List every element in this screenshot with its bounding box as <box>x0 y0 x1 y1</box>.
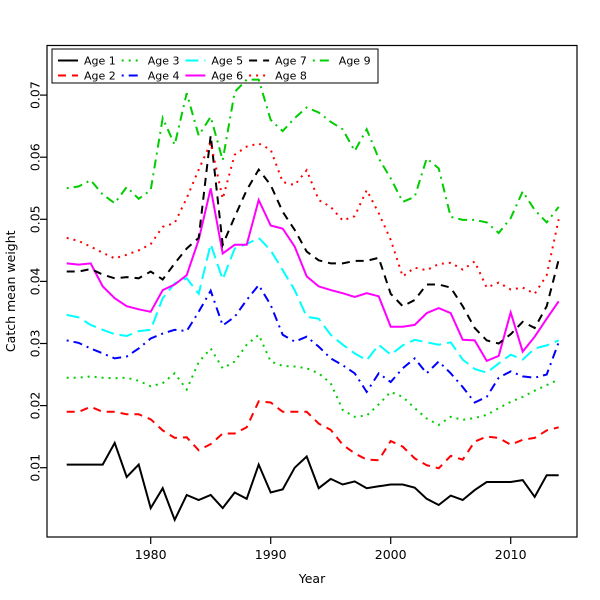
legend-item-age-5: Age 5 <box>185 55 243 68</box>
series-line-age-4 <box>66 283 560 404</box>
y-tick-label: 0.07 <box>27 81 42 109</box>
legend-item-age-8: Age 8 <box>249 70 307 83</box>
legend-box <box>51 48 379 84</box>
legend-item-age-9: Age 9 <box>312 55 371 68</box>
series-lines <box>66 78 560 523</box>
series-line-age-6 <box>66 188 560 363</box>
series-line-age-3 <box>66 333 560 427</box>
y-tick-label: 0.02 <box>27 392 42 420</box>
y-tick-label: 0.05 <box>27 205 42 233</box>
series-line-age-5 <box>66 236 560 374</box>
y-tick-label: 0.04 <box>27 267 42 295</box>
x-axis: 1980 1990 2000 2010 Year <box>135 537 527 586</box>
plot-frame <box>46 44 578 538</box>
legend-label: Age 8 <box>275 70 307 83</box>
y-axis: 0.01 0.02 0.03 0.04 0.05 0.06 0.07 Catch mean w… <box>3 81 47 482</box>
legend-label: Age 2 <box>84 70 116 83</box>
legend-label: Age 5 <box>211 55 243 68</box>
series-line-age-7 <box>66 135 560 345</box>
x-tick-label: 1990 <box>255 547 287 562</box>
y-tick-label: 0.03 <box>27 330 42 358</box>
legend-item-age-7: Age 7 <box>249 55 307 68</box>
legend-item-age-3: Age 3 <box>121 55 180 68</box>
x-tick-label: 2010 <box>495 547 527 562</box>
series-line-age-2 <box>66 400 559 470</box>
legend-label: Age 4 <box>148 70 180 83</box>
series-line-age-8 <box>66 139 560 296</box>
x-tick-label: 2000 <box>375 547 407 562</box>
series-line-age-1 <box>66 440 559 523</box>
y-axis-title: Catch mean weight <box>3 230 18 352</box>
legend-label: Age 3 <box>148 55 180 68</box>
legend-item-age-4: Age 4 <box>121 70 180 83</box>
legend-label: Age 7 <box>275 55 307 68</box>
legend-label: Age 1 <box>84 55 116 68</box>
legend: Age 1 Age 2 Age 3 Age 4 Age 5 Age 6 Age 7 Age 8… <box>51 48 379 84</box>
legend-label: Age 9 <box>339 55 371 68</box>
legend-item-age-2: Age 2 <box>58 70 116 83</box>
legend-item-age-1: Age 1 <box>58 55 116 68</box>
y-tick-label: 0.01 <box>27 454 42 482</box>
y-tick-label: 0.06 <box>27 143 42 171</box>
x-axis-title: Year <box>298 571 326 586</box>
legend-label: Age 6 <box>211 70 243 83</box>
x-tick-label: 1980 <box>135 547 167 562</box>
legend-item-age-6: Age 6 <box>185 70 243 83</box>
series-line-age-9 <box>66 78 560 235</box>
